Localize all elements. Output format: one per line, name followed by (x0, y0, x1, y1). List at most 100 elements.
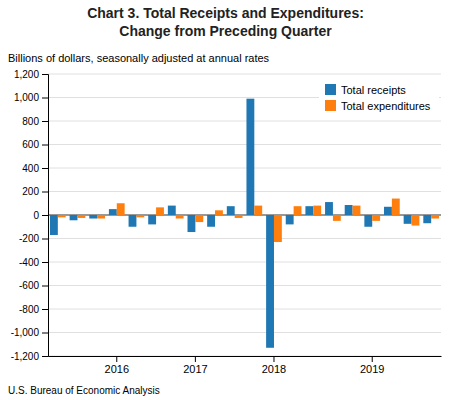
y-tick: 400 (22, 163, 48, 174)
grid-line (48, 121, 441, 122)
y-tick-label: -200 (19, 233, 39, 244)
bar (97, 215, 105, 219)
x-tick-label: 2018 (262, 363, 286, 375)
bar (313, 206, 321, 215)
grid-line (48, 144, 441, 145)
y-tick-mark (42, 262, 48, 263)
legend-label: Total expenditures (341, 100, 431, 112)
bar (333, 215, 341, 221)
y-tick-mark (42, 309, 48, 310)
grid (48, 74, 441, 356)
y-tick-mark (42, 121, 48, 122)
bar (345, 205, 353, 215)
x-tick-label: 2017 (183, 363, 207, 375)
bar (266, 215, 274, 348)
y-axis-line (42, 75, 49, 357)
y-tick-mark (42, 333, 48, 334)
bar (412, 215, 420, 226)
y-tick-label: 1,200 (14, 69, 39, 80)
y-tick-label: -600 (19, 280, 39, 291)
y-tick: 200 (22, 186, 48, 197)
plot: -1,200 -1,000 -800 -600 -400 -200 0 200 400 600 80… (11, 69, 442, 375)
y-tick-label: -800 (19, 304, 39, 315)
y-tick-mark (42, 239, 48, 240)
x-tick-mark (372, 356, 373, 362)
y-axis: -1,200 -1,000 -800 -600 -400 -200 0 200 400 600 80… (11, 69, 49, 362)
x-tick-label: 2019 (360, 363, 384, 375)
y-tick-mark (42, 98, 48, 99)
legend-swatch (325, 100, 336, 111)
bar (372, 215, 380, 221)
chart: Chart 3. Total Receipts and Expenditures… (0, 0, 451, 400)
bar (77, 215, 85, 218)
grid-line (48, 168, 441, 169)
grid-line (48, 309, 441, 310)
grid-line (48, 262, 441, 263)
grid-line (48, 191, 441, 192)
bar (246, 99, 254, 215)
y-tick-label: 800 (22, 116, 39, 127)
series (50, 99, 431, 348)
x-tick: 2017 (183, 356, 207, 375)
y-tick: 600 (22, 139, 48, 150)
bar (109, 209, 117, 215)
bar (70, 215, 78, 220)
grid-line (48, 74, 441, 75)
bar (188, 215, 196, 232)
y-tick-mark (42, 74, 48, 75)
y-tick-label: 0 (33, 210, 39, 221)
x-tick: 2019 (360, 356, 384, 375)
y-tick-mark (42, 192, 48, 193)
grid-line (48, 285, 441, 286)
bar (305, 206, 313, 215)
bar (404, 215, 412, 224)
y-tick: -800 (19, 304, 48, 315)
bar (254, 206, 262, 215)
grid-line (48, 332, 441, 333)
y-tick-label: -1,200 (11, 351, 40, 362)
x-tick-label: 2016 (105, 363, 129, 375)
y-tick: -200 (19, 233, 48, 244)
y-tick-mark (42, 145, 48, 146)
y-tick: 1,000 (14, 92, 48, 103)
bar (136, 215, 144, 217)
bar (148, 215, 156, 224)
y-tick-mark (42, 286, 48, 287)
y-tick-mark (42, 215, 48, 216)
bar (129, 215, 137, 227)
bar (50, 215, 58, 235)
y-tick: -1,000 (11, 327, 48, 338)
x-axis: 2016 2017 2018 2019 (49, 356, 442, 375)
footer: U.S. Bureau of Economic Analysis (8, 385, 160, 396)
bar (392, 199, 400, 215)
series (58, 199, 439, 242)
legend-background (319, 80, 439, 118)
y-tick: -400 (19, 257, 48, 268)
y-tick-mark (42, 356, 48, 357)
title: Chart 3. Total Receipts and Expenditures… (87, 5, 364, 21)
bar (58, 215, 66, 217)
y-tick-label: -400 (19, 257, 39, 268)
x-tick-mark (195, 356, 196, 362)
subtitle: Billions of dollars, seasonally adjusted… (8, 52, 270, 64)
title: Change from Preceding Quarter (119, 23, 332, 39)
grid-line (48, 238, 441, 239)
x-axis-line (49, 356, 442, 357)
bar (274, 215, 282, 242)
bar (207, 215, 215, 227)
legend-label: Total receipts (341, 84, 406, 96)
bar (89, 215, 97, 219)
y-tick-label: 400 (22, 163, 39, 174)
bar (227, 206, 235, 215)
y-tick-label: 1,000 (14, 92, 39, 103)
legend-entry: Total expenditures (325, 100, 431, 112)
bar (195, 215, 203, 222)
y-tick: 800 (22, 116, 48, 127)
bar (117, 203, 125, 215)
legend: Total receipts Total expenditures (319, 80, 439, 118)
y-tick: -1,200 (11, 351, 48, 362)
x-tick: 2018 (262, 356, 286, 375)
y-tick: 0 (33, 210, 48, 221)
y-tick-label: -1,000 (11, 327, 40, 338)
bar (168, 206, 176, 215)
